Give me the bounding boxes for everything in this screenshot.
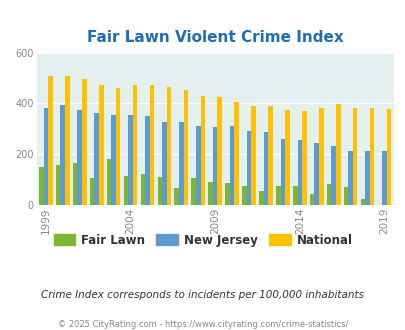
Bar: [128, 115, 132, 205]
Bar: [191, 178, 196, 205]
Bar: [330, 147, 335, 205]
Bar: [149, 85, 154, 205]
Bar: [208, 182, 212, 205]
Bar: [347, 151, 352, 205]
Bar: [268, 106, 272, 205]
Bar: [39, 167, 43, 205]
Bar: [309, 194, 314, 205]
Bar: [246, 131, 251, 205]
Bar: [301, 111, 306, 205]
Bar: [381, 151, 386, 205]
Bar: [280, 139, 284, 205]
Bar: [124, 176, 128, 205]
Bar: [94, 113, 99, 205]
Bar: [90, 178, 94, 205]
Bar: [369, 108, 373, 205]
Legend: Fair Lawn, New Jersey, National: Fair Lawn, New Jersey, National: [49, 229, 356, 251]
Bar: [162, 122, 166, 205]
Bar: [217, 97, 222, 205]
Bar: [179, 122, 183, 205]
Bar: [111, 115, 115, 205]
Bar: [82, 79, 86, 205]
Bar: [212, 127, 217, 205]
Bar: [140, 174, 145, 205]
Bar: [225, 183, 229, 205]
Bar: [60, 105, 65, 205]
Bar: [48, 76, 53, 205]
Bar: [107, 159, 111, 205]
Bar: [386, 109, 390, 205]
Bar: [251, 106, 255, 205]
Bar: [229, 126, 234, 205]
Bar: [72, 163, 77, 205]
Bar: [99, 85, 103, 205]
Bar: [352, 108, 357, 205]
Bar: [157, 177, 162, 205]
Bar: [166, 87, 171, 205]
Bar: [183, 90, 188, 205]
Text: Crime Index corresponds to incidents per 100,000 inhabitants: Crime Index corresponds to incidents per…: [41, 290, 364, 300]
Bar: [364, 151, 369, 205]
Bar: [360, 199, 364, 205]
Text: © 2025 CityRating.com - https://www.cityrating.com/crime-statistics/: © 2025 CityRating.com - https://www.city…: [58, 320, 347, 329]
Bar: [297, 140, 301, 205]
Bar: [258, 191, 263, 205]
Bar: [174, 188, 179, 205]
Bar: [335, 104, 340, 205]
Bar: [343, 187, 347, 205]
Bar: [43, 108, 48, 205]
Bar: [77, 110, 82, 205]
Bar: [275, 185, 280, 205]
Bar: [65, 76, 70, 205]
Bar: [292, 185, 297, 205]
Bar: [318, 108, 323, 205]
Bar: [263, 132, 268, 205]
Title: Fair Lawn Violent Crime Index: Fair Lawn Violent Crime Index: [87, 30, 343, 45]
Bar: [196, 126, 200, 205]
Bar: [242, 185, 246, 205]
Bar: [284, 110, 289, 205]
Bar: [234, 102, 239, 205]
Bar: [326, 184, 330, 205]
Bar: [200, 96, 205, 205]
Bar: [115, 88, 120, 205]
Bar: [145, 116, 149, 205]
Bar: [314, 143, 318, 205]
Bar: [56, 165, 60, 205]
Bar: [132, 85, 137, 205]
